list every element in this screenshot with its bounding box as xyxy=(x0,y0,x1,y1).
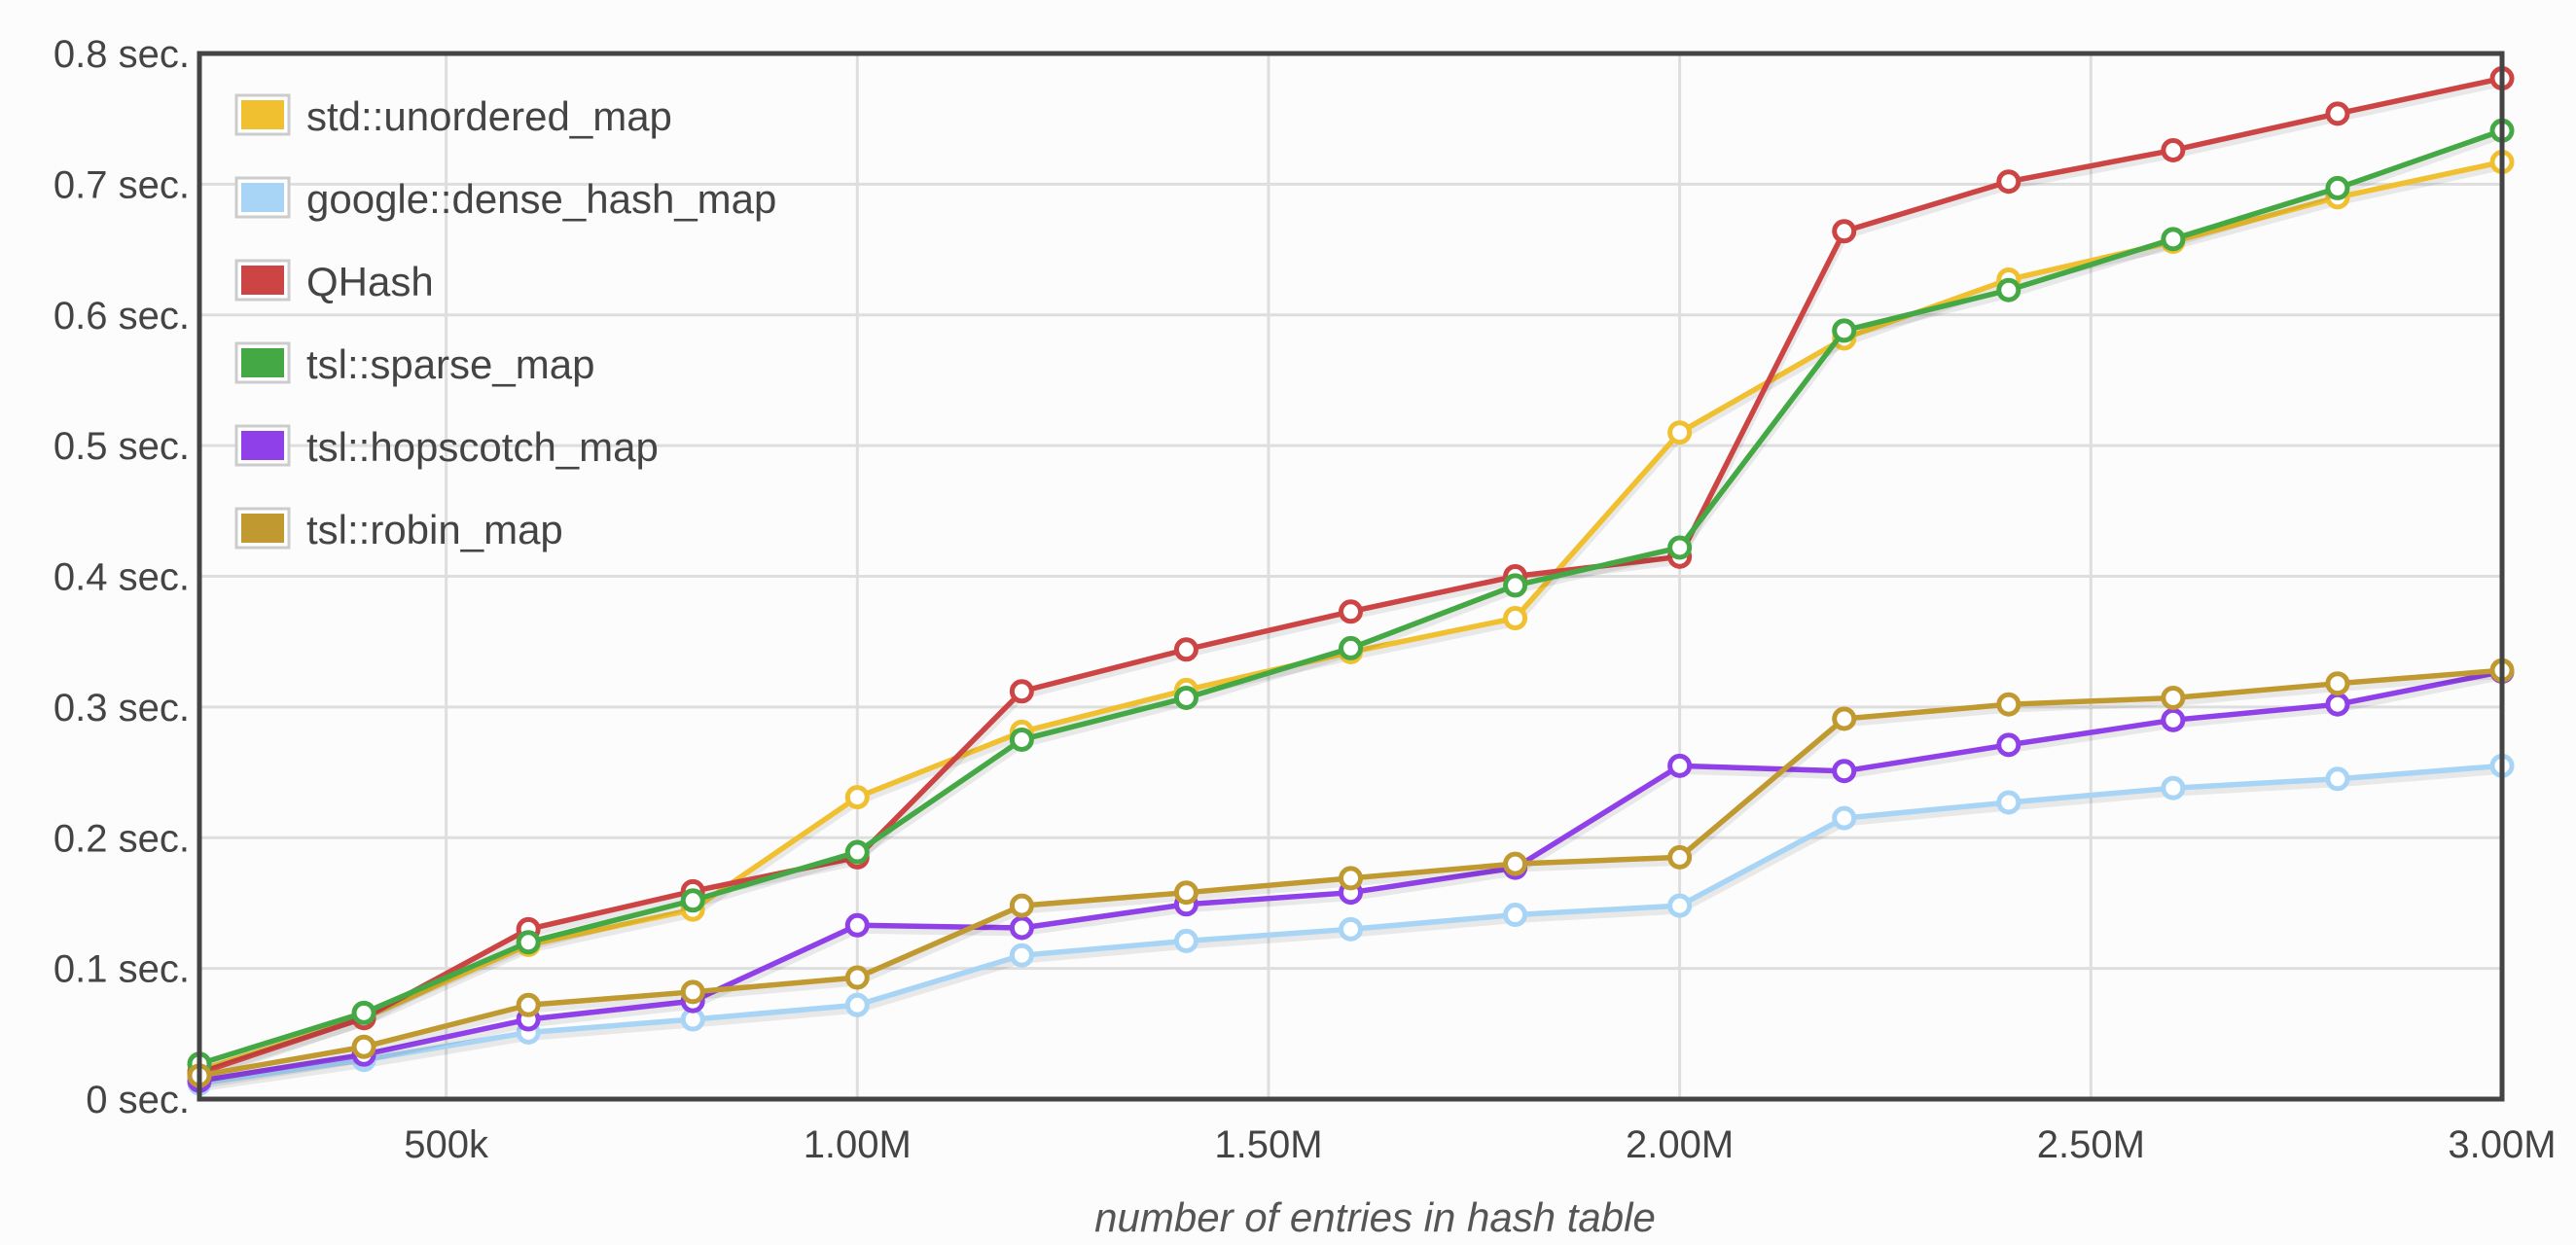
data-point xyxy=(516,992,541,1017)
legend-label: tsl::hopscotch_map xyxy=(306,424,659,470)
data-point xyxy=(1173,685,1199,710)
data-point xyxy=(1832,759,1857,784)
x-tick-label: 2.00M xyxy=(1626,1123,1734,1166)
data-point xyxy=(351,1034,376,1059)
x-tick-label: 1.50M xyxy=(1214,1123,1322,1166)
data-point xyxy=(844,992,870,1017)
data-point xyxy=(1996,790,2021,815)
data-point xyxy=(1503,573,1528,598)
series-tsl-sparse-map xyxy=(187,118,2515,1077)
plot-frame xyxy=(197,51,2505,1102)
data-point xyxy=(1667,893,1693,918)
legend-label: std::unordered_map xyxy=(306,93,672,139)
x-axis-ticks: 500k 1.00M 1.50M 2.00M 2.50M 3.00M xyxy=(404,1123,2556,1166)
legend-swatch xyxy=(241,514,284,543)
data-point xyxy=(1667,420,1693,445)
data-point xyxy=(1996,692,2021,717)
data-point xyxy=(2325,692,2350,717)
legend-item: google::dense_hash_map xyxy=(234,176,776,222)
legend-swatch xyxy=(241,266,284,295)
y-tick-label: 0 sec. xyxy=(86,1079,190,1121)
data-point xyxy=(1503,606,1528,630)
data-point xyxy=(1173,880,1199,906)
data-point xyxy=(680,979,705,1005)
x-tick-label: 500k xyxy=(404,1123,489,1166)
data-point xyxy=(1173,637,1199,662)
y-tick-label: 0.6 sec. xyxy=(54,295,190,338)
data-point xyxy=(2161,707,2186,732)
series-tsl-robin-map xyxy=(187,658,2515,1088)
data-point xyxy=(844,785,870,810)
y-tick-label: 0.3 sec. xyxy=(54,687,190,729)
x-axis-label: number of entries in hash table xyxy=(1094,1194,1656,1240)
data-point xyxy=(1503,903,1528,928)
data-point xyxy=(1339,916,1363,942)
y-tick-label: 0.4 sec. xyxy=(54,556,190,599)
data-point xyxy=(1832,706,1857,731)
data-point xyxy=(1832,318,1857,343)
data-point xyxy=(1009,727,1034,752)
data-point xyxy=(2161,137,2186,162)
data-point xyxy=(1009,915,1034,941)
series-layer xyxy=(187,66,2515,1096)
legend-swatch xyxy=(241,431,284,460)
data-point xyxy=(1667,844,1693,870)
data-point xyxy=(1667,535,1693,560)
legend-swatch xyxy=(241,100,284,129)
x-tick-label: 1.00M xyxy=(804,1123,912,1166)
legend-label: QHash xyxy=(306,259,434,304)
y-tick-label: 0.7 sec. xyxy=(54,163,190,206)
grid xyxy=(199,52,2504,1101)
data-point xyxy=(1996,277,2021,302)
data-point xyxy=(1503,851,1528,876)
y-tick-label: 0.8 sec. xyxy=(54,33,190,76)
data-point xyxy=(1832,805,1857,831)
data-point xyxy=(1832,219,1857,244)
data-point xyxy=(844,839,870,865)
data-point xyxy=(844,912,870,938)
data-point xyxy=(1339,866,1363,891)
data-point xyxy=(2161,685,2186,710)
legend: std::unordered_mapgoogle::dense_hash_map… xyxy=(234,93,776,552)
data-point xyxy=(516,930,541,955)
data-point xyxy=(1996,732,2021,758)
data-point xyxy=(2161,775,2186,800)
data-point xyxy=(680,888,705,913)
legend-item: QHash xyxy=(234,259,434,304)
data-point xyxy=(1009,679,1034,704)
data-point xyxy=(1339,635,1363,660)
legend-item: std::unordered_map xyxy=(234,93,672,139)
legend-label: google::dense_hash_map xyxy=(306,176,776,222)
x-tick-label: 3.00M xyxy=(2448,1123,2556,1166)
legend-item: tsl::sparse_map xyxy=(234,341,594,387)
data-point xyxy=(1009,943,1034,968)
data-point xyxy=(1173,928,1199,953)
y-tick-label: 0.5 sec. xyxy=(54,425,190,468)
data-point xyxy=(2161,227,2186,252)
y-tick-label: 0.1 sec. xyxy=(54,948,190,991)
data-point xyxy=(2325,175,2350,200)
series-google-dense-hash-map xyxy=(187,753,2515,1096)
legend-swatch xyxy=(241,348,284,377)
data-point xyxy=(1009,893,1034,918)
legend-label: tsl::robin_map xyxy=(306,507,563,552)
legend-item: tsl::robin_map xyxy=(234,507,563,552)
data-point xyxy=(1996,169,2021,195)
y-tick-label: 0.2 sec. xyxy=(54,817,190,860)
y-axis-ticks: 0 sec. 0.1 sec. 0.2 sec. 0.3 sec. 0.4 sec. 0.… xyxy=(54,33,190,1121)
data-point xyxy=(2325,766,2350,792)
data-point xyxy=(2325,671,2350,696)
legend-item: tsl::hopscotch_map xyxy=(234,424,659,470)
data-point xyxy=(844,965,870,990)
legend-swatch xyxy=(241,183,284,212)
data-point xyxy=(351,1000,376,1025)
legend-label: tsl::sparse_map xyxy=(306,341,594,387)
data-point xyxy=(1667,753,1693,778)
data-point xyxy=(1339,599,1363,624)
data-point xyxy=(2325,101,2350,126)
x-tick-label: 2.50M xyxy=(2037,1123,2145,1166)
